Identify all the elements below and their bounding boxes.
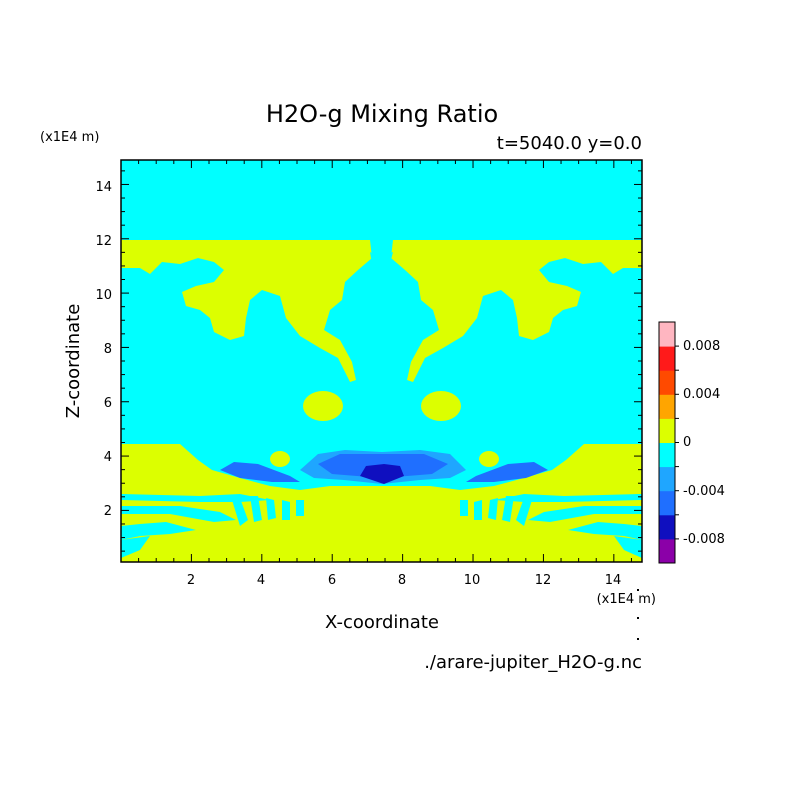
heatmap-plot	[121, 160, 642, 562]
x-tick-label: 12	[535, 573, 552, 588]
colorbar-cell	[659, 418, 675, 443]
y-tick-label: 6	[104, 396, 112, 411]
colorbar-cell	[659, 346, 675, 371]
colorbar-cell	[659, 370, 675, 395]
chart-subtitle: t=5040.0 y=0.0	[497, 133, 642, 154]
colorbar: 0.008 0.004 0 -0.004 -0.008	[658, 321, 725, 564]
positive-blob-small-right	[479, 451, 499, 467]
negative-region-strong	[360, 464, 404, 484]
colorbar-cells	[659, 322, 675, 564]
y-tick-labels: 2 4 6 8 10 12 14	[95, 180, 112, 519]
colorbar-label: -0.004	[683, 484, 725, 499]
colorbar-cell	[659, 394, 675, 419]
colorbar-label: -0.008	[683, 532, 725, 547]
positive-blob-left	[303, 391, 343, 421]
colorbar-label: 0	[683, 435, 691, 450]
colorbar-cell	[659, 322, 675, 347]
x-unit-label: (x1E4 m)	[597, 592, 656, 607]
y-tick-label: 8	[104, 342, 112, 357]
upper-positive-region-left	[121, 240, 372, 382]
plot-frame	[120, 159, 643, 563]
colorbar-cell	[659, 466, 675, 492]
unit-dots	[637, 589, 639, 640]
chart-title: H2O-g Mixing Ratio	[266, 100, 498, 128]
negative-region-arm-right	[466, 462, 548, 482]
y-axis-label: Z-coordinate	[63, 304, 84, 419]
colorbar-label: 0.004	[683, 387, 720, 402]
lower-positive-region	[121, 444, 642, 562]
y-tick-label: 4	[104, 450, 112, 465]
y-unit-label: (x1E4 m)	[40, 130, 99, 145]
x-tick-label: 8	[398, 573, 406, 588]
x-axis-label: X-coordinate	[325, 612, 439, 633]
tick-marks	[121, 160, 642, 562]
negative-region-arm-left	[220, 462, 300, 482]
y-tick-label: 2	[104, 504, 112, 519]
x-tick-label: 2	[187, 573, 195, 588]
x-tick-labels: 2 4 6 8 10 12 14	[187, 573, 621, 588]
x-tick-label: 10	[464, 573, 481, 588]
colorbar-label: 0.008	[683, 339, 720, 354]
colorbar-cell	[659, 514, 675, 540]
y-tick-label: 10	[95, 288, 112, 303]
colorbar-cell	[659, 538, 675, 564]
positive-blob-right	[421, 391, 461, 421]
y-tick-label: 14	[95, 180, 112, 195]
positive-blob-small-left	[270, 451, 290, 467]
x-tick-label: 4	[257, 573, 265, 588]
upper-center-notch	[370, 252, 393, 270]
upper-positive-region-right	[391, 240, 642, 382]
y-tick-label: 12	[95, 234, 112, 249]
colorbar-ticks	[675, 345, 679, 540]
colorbar-cell	[659, 442, 675, 468]
x-tick-label: 6	[328, 573, 336, 588]
source-file-label: ./arare-jupiter_H2O-g.nc	[424, 652, 642, 673]
colorbar-cell	[659, 490, 675, 516]
x-tick-label: 14	[605, 573, 622, 588]
lower-cyan-stripes	[121, 494, 642, 558]
